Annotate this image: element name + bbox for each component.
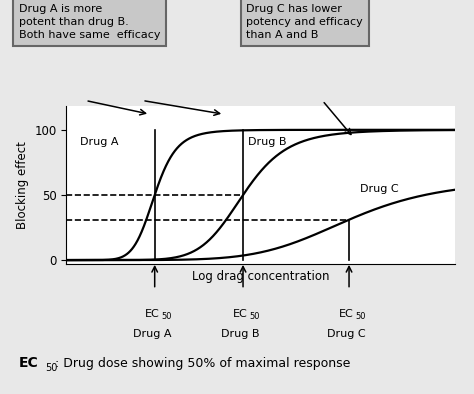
Text: 50: 50 [45, 363, 57, 373]
Text: Drug C has lower
potency and efficacy
than A and B: Drug C has lower potency and efficacy th… [246, 4, 363, 40]
Text: EC: EC [145, 309, 160, 319]
Text: Drug B: Drug B [248, 138, 287, 147]
Text: 50: 50 [356, 312, 366, 321]
Text: Log drag concentration: Log drag concentration [192, 270, 329, 283]
Text: Drug A: Drug A [133, 329, 172, 339]
Text: : Drug dose showing 50% of maximal response: : Drug dose showing 50% of maximal respo… [51, 357, 351, 370]
Text: Drug C: Drug C [360, 184, 398, 194]
Text: 50: 50 [250, 312, 260, 321]
Text: 50: 50 [161, 312, 172, 321]
Text: EC: EC [233, 309, 248, 319]
Text: Drug A is more
potent than drug B.
Both have same  efficacy: Drug A is more potent than drug B. Both … [19, 4, 161, 40]
Text: EC: EC [19, 356, 39, 370]
Text: Drug B: Drug B [221, 329, 260, 339]
Text: Drug A: Drug A [81, 138, 119, 147]
Text: Drug C: Drug C [328, 329, 366, 339]
Y-axis label: Blocking effect: Blocking effect [16, 141, 29, 229]
Text: EC: EC [339, 309, 354, 319]
